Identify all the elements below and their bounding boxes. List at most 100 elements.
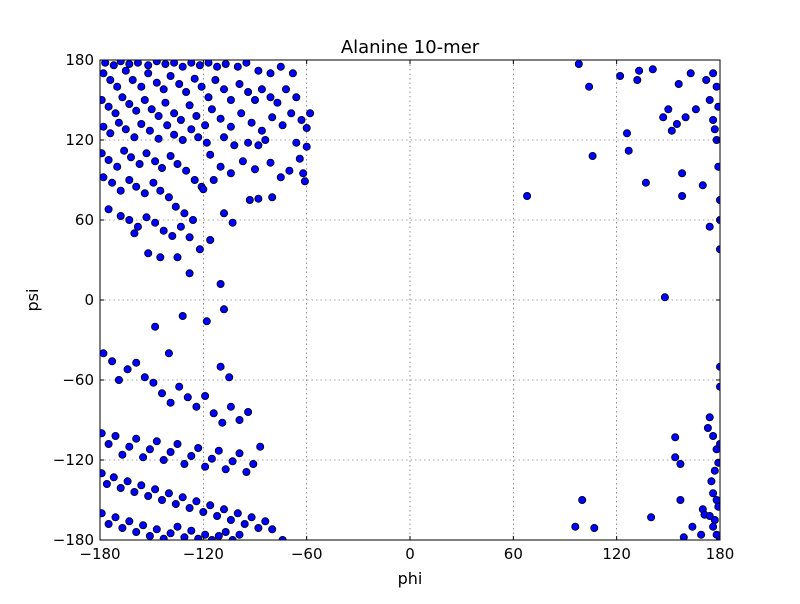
data-point <box>100 69 108 78</box>
data-point <box>278 536 287 540</box>
data-point <box>152 525 161 534</box>
data-point <box>140 373 149 382</box>
data-point <box>716 362 720 371</box>
data-point <box>185 269 194 278</box>
data-point <box>188 215 197 224</box>
data-point <box>300 177 309 186</box>
x-tick-label: 60 <box>504 545 523 563</box>
data-point <box>249 459 258 468</box>
x-tick-label: 0 <box>405 545 415 563</box>
data-point <box>226 516 235 525</box>
data-point <box>152 60 161 66</box>
x-tick-label: −180 <box>79 545 120 563</box>
data-point <box>180 459 189 468</box>
data-point <box>273 98 282 107</box>
data-point <box>710 125 719 134</box>
data-point <box>648 65 657 74</box>
data-point <box>678 191 687 200</box>
data-point <box>703 423 712 432</box>
data-point <box>674 80 683 89</box>
data-point <box>245 195 254 204</box>
data-point <box>206 150 215 159</box>
data-point <box>182 88 191 97</box>
data-point <box>233 62 242 71</box>
y-tick-label: −60 <box>62 371 94 389</box>
data-point <box>219 133 228 142</box>
data-point <box>209 409 218 418</box>
data-point <box>705 222 714 231</box>
data-point <box>213 512 222 521</box>
data-point <box>166 529 175 538</box>
data-point <box>100 173 108 182</box>
data-point <box>157 163 166 172</box>
data-point <box>199 185 208 194</box>
data-point <box>104 102 113 111</box>
data-point <box>287 109 296 118</box>
data-point <box>216 162 225 171</box>
data-point <box>679 533 688 540</box>
data-point <box>176 116 185 125</box>
data-point <box>142 149 151 158</box>
data-point <box>178 311 187 320</box>
data-point <box>197 82 206 91</box>
data-point <box>678 169 687 178</box>
data-point <box>170 130 179 139</box>
data-point <box>201 462 210 471</box>
data-point <box>660 293 669 302</box>
data-point <box>202 317 211 326</box>
data-point <box>100 429 106 438</box>
data-point <box>238 157 247 166</box>
data-point <box>623 129 632 138</box>
data-point <box>130 229 139 238</box>
data-point <box>137 481 146 490</box>
data-point <box>178 135 187 144</box>
data-point <box>702 76 711 85</box>
data-point <box>676 459 685 468</box>
data-point <box>187 60 196 67</box>
data-point <box>104 439 113 448</box>
data-point <box>125 175 134 184</box>
data-point <box>297 116 306 125</box>
data-point <box>716 536 720 540</box>
data-point <box>133 60 142 67</box>
data-point <box>164 489 173 498</box>
data-point <box>299 169 308 178</box>
data-point <box>116 483 125 492</box>
data-point <box>125 100 134 109</box>
data-point <box>125 60 134 69</box>
data-point <box>145 445 154 454</box>
data-point <box>187 451 196 460</box>
data-point <box>175 382 184 391</box>
data-point <box>226 402 235 411</box>
data-point <box>714 502 720 511</box>
data-point <box>151 322 160 331</box>
plot-frame <box>99 59 721 541</box>
data-point <box>218 418 227 427</box>
data-point <box>204 60 213 67</box>
data-point <box>230 141 239 150</box>
data-point <box>276 62 285 71</box>
data-point <box>716 440 720 448</box>
data-point <box>219 209 228 218</box>
data-point <box>159 85 168 94</box>
data-point <box>716 196 720 204</box>
data-point <box>152 437 161 446</box>
data-point <box>123 477 132 486</box>
data-point <box>705 512 714 521</box>
data-point <box>226 169 235 178</box>
data-point <box>194 443 203 452</box>
data-point <box>201 121 210 130</box>
data-point <box>266 93 275 102</box>
data-point <box>130 487 139 496</box>
data-point <box>166 151 175 160</box>
data-point <box>121 125 130 134</box>
data-point <box>228 536 237 540</box>
data-point <box>194 534 203 540</box>
data-point <box>228 457 237 466</box>
x-tick-labels: −180 −120 −60 0 60 120 180 <box>79 545 734 563</box>
data-point <box>194 133 203 142</box>
data-points <box>100 60 720 540</box>
data-point <box>173 522 182 531</box>
